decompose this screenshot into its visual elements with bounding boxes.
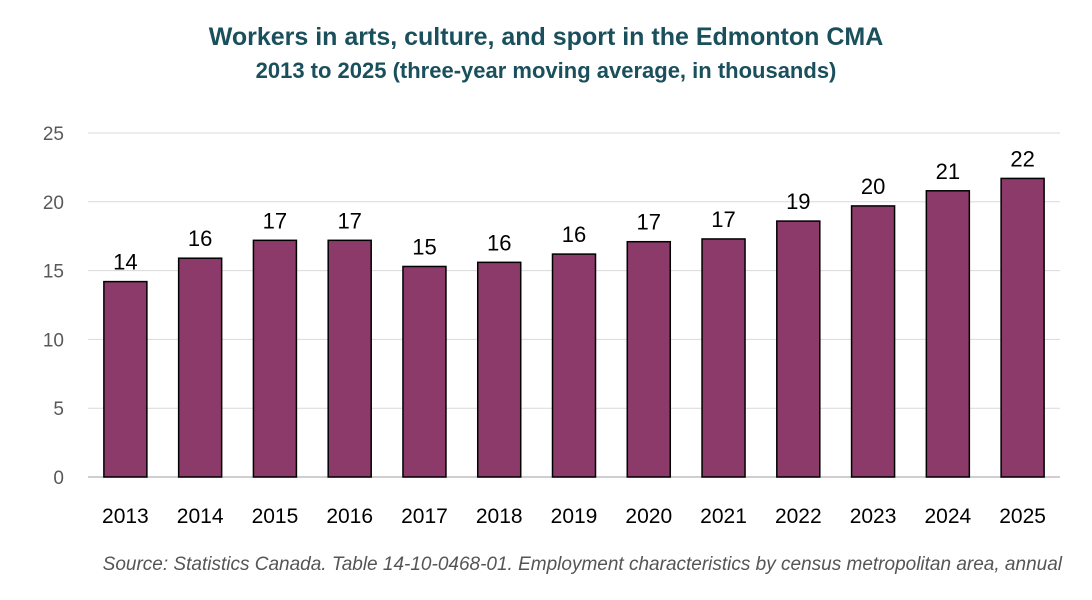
x-tick-label: 2021 <box>700 505 747 528</box>
data-label: 14 <box>113 250 137 275</box>
data-label: 16 <box>188 226 212 251</box>
bar <box>252 239 298 478</box>
data-label: 17 <box>263 208 287 233</box>
x-tick-label: 2024 <box>924 505 971 528</box>
x-tick-label: 2013 <box>102 505 149 528</box>
x-tick-label: 2020 <box>625 505 672 528</box>
chart-title: Workers in arts, culture, and sport in t… <box>208 23 884 51</box>
x-tick-label: 2014 <box>177 505 224 528</box>
x-tick-label: 2016 <box>326 505 373 528</box>
source-note: Source: Statistics Canada. Table 14-10-0… <box>102 554 1062 575</box>
bar <box>850 205 896 478</box>
y-tick-label: 5 <box>53 399 64 420</box>
data-label: 20 <box>861 174 885 199</box>
bar <box>925 190 971 478</box>
x-tick-label: 2015 <box>252 505 299 528</box>
data-label: 19 <box>786 189 810 214</box>
chart-subtitle: 2013 to 2025 (three-year moving average,… <box>255 58 837 83</box>
y-tick-label: 20 <box>43 193 64 214</box>
x-tick-label: 2025 <box>999 505 1046 528</box>
data-label: 21 <box>936 159 960 184</box>
y-tick-label: 25 <box>43 124 64 145</box>
bar <box>551 253 597 478</box>
bar <box>1000 177 1045 478</box>
x-tick-label: 2022 <box>775 505 822 528</box>
bar <box>402 265 447 478</box>
data-label: 22 <box>1010 146 1034 171</box>
x-tick-label: 2019 <box>551 505 598 528</box>
chart-title-block: Workers in arts, culture, and sport in t… <box>0 22 1092 86</box>
bar <box>626 240 672 478</box>
bar <box>177 257 223 478</box>
data-label: 17 <box>637 210 661 235</box>
y-tick-label: 0 <box>53 468 64 489</box>
data-label: 15 <box>412 234 436 259</box>
data-label: 17 <box>711 207 735 232</box>
bar <box>103 280 148 478</box>
x-tick-label: 2023 <box>850 505 897 528</box>
bar <box>776 220 821 478</box>
bar <box>327 239 372 478</box>
data-label: 17 <box>337 208 361 233</box>
bar <box>476 261 522 478</box>
data-label: 16 <box>562 222 586 247</box>
x-tick-label: 2017 <box>401 505 448 528</box>
y-tick-label: 15 <box>43 262 64 283</box>
data-label: 16 <box>487 230 511 255</box>
bar <box>701 238 746 478</box>
x-tick-label: 2018 <box>476 505 523 528</box>
y-tick-label: 10 <box>43 330 64 351</box>
